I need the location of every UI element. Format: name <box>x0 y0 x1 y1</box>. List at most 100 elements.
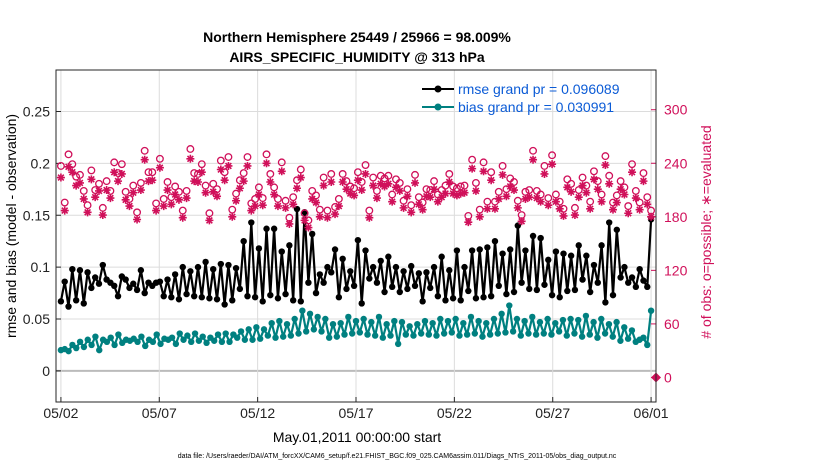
series-2-point-140 <box>590 167 598 176</box>
series-0-point-123 <box>526 285 533 293</box>
series-3-point-123 <box>525 193 534 202</box>
series-0-point-122 <box>522 247 529 254</box>
series-3-point-3 <box>68 168 77 177</box>
series-3-point-62 <box>292 184 301 193</box>
series-0-point-133 <box>564 287 571 295</box>
series-1-point-95 <box>421 317 429 325</box>
series-1-point-123 <box>529 313 536 321</box>
series-3 <box>56 154 656 232</box>
series-0-point-152 <box>636 266 643 273</box>
series-2-point-113 <box>487 168 496 177</box>
series-3-point-140 <box>589 175 598 184</box>
series-0-point-72 <box>331 246 339 253</box>
y-tick-label-2: 0.1 <box>31 259 51 275</box>
series-3-point-65 <box>304 223 313 232</box>
series-1-point-143 <box>605 320 613 328</box>
series-3-point-66 <box>308 194 317 203</box>
series-3-point-57 <box>273 202 282 211</box>
series-0-point-5 <box>76 267 84 274</box>
series-1 <box>57 302 655 355</box>
series-1-point-81 <box>368 318 375 326</box>
series-2-point-86 <box>384 171 393 180</box>
x-axis-label: May.01,2011 00:00:00 start <box>273 429 441 445</box>
series-1-point-73 <box>337 319 344 327</box>
series-0-point-91 <box>404 285 411 293</box>
series-1-point-63 <box>299 307 306 314</box>
series-3-point-21 <box>136 186 145 195</box>
series-1-point-134 <box>571 330 578 337</box>
series-1-point-105 <box>460 319 467 327</box>
series-1-point-126 <box>540 330 547 337</box>
series-3-point-83 <box>372 194 381 203</box>
series-3-point-100 <box>437 193 446 202</box>
series-0-point-27 <box>160 292 167 300</box>
series-3-point-146 <box>612 198 621 207</box>
y-tick-label-1: 0.05 <box>23 311 50 327</box>
series-0-point-77 <box>350 282 358 289</box>
series-0-point-57 <box>274 295 282 302</box>
series-2-point-137 <box>578 173 587 182</box>
series-0-point-79 <box>358 300 365 307</box>
series-1-point-129 <box>552 319 559 327</box>
series-1-point-110 <box>479 333 486 340</box>
series-1-point-83 <box>375 313 383 321</box>
series-1-point-137 <box>582 312 590 320</box>
series-1-point-67 <box>314 313 321 321</box>
series-0-point-142 <box>598 242 605 249</box>
series-1-point-132 <box>563 332 570 339</box>
series-0-point-141 <box>594 279 601 286</box>
series-0-point-19 <box>130 280 137 287</box>
series-2-point-54 <box>262 150 271 159</box>
series-3-point-17 <box>121 195 130 204</box>
series-0-point-104 <box>453 247 461 254</box>
series-3-point-125 <box>532 194 541 203</box>
series-1-point-66 <box>310 326 318 333</box>
series-0-point-124 <box>529 232 537 240</box>
series-1-point-144 <box>609 333 616 340</box>
series-3-point-72 <box>331 210 340 219</box>
series-3-point-127 <box>540 169 549 178</box>
series-0-point-70 <box>324 263 331 271</box>
series-2-point-26 <box>155 154 164 163</box>
series-1-point-94 <box>417 330 425 337</box>
series-3-point-153 <box>639 177 648 186</box>
series-1-point-22 <box>142 342 149 350</box>
series-2-point-16 <box>117 160 126 169</box>
series-3-point-105 <box>456 189 465 198</box>
series-2-point-119 <box>510 178 518 186</box>
series-0-point-65 <box>305 279 312 286</box>
series-3-point-117 <box>502 192 511 201</box>
series-2-point-17 <box>121 187 130 196</box>
series-3-point-52 <box>254 190 263 199</box>
series-1-point-8 <box>88 341 95 349</box>
series-1-point-62 <box>295 330 302 337</box>
x-tick-label-2: 05/12 <box>240 405 275 421</box>
series-1-point-127 <box>544 315 551 323</box>
series-1-point-4 <box>73 344 80 352</box>
series-1-point-24 <box>149 338 157 346</box>
series-3-point-42 <box>216 165 225 174</box>
series-3-point-131 <box>555 204 564 213</box>
series-3-point-71 <box>327 178 336 187</box>
series-0-point-125 <box>533 286 541 294</box>
series-1-point-15 <box>115 331 122 338</box>
series-0-point-37 <box>198 294 205 301</box>
series-2-point-4 <box>72 172 81 181</box>
series-3-point-92 <box>407 208 416 217</box>
series-0-point-35 <box>190 292 198 300</box>
series-0-point-8 <box>88 284 95 292</box>
series-3-point-116 <box>498 170 507 179</box>
series-1-point-99 <box>437 315 444 323</box>
series-0-point-46 <box>232 264 240 272</box>
series-0-point-80 <box>362 247 369 254</box>
y-axis-ticks: 0 0.05 0.1 0.15 0.2 0.25 <box>23 104 61 379</box>
series-1-point-136 <box>578 333 586 340</box>
series-1-point-38 <box>203 339 210 347</box>
series-2-point-44 <box>224 153 233 161</box>
series-3-point-77 <box>350 191 359 200</box>
series-3-point-4 <box>72 181 81 190</box>
series-2-point-42 <box>216 156 225 165</box>
series-0-point-126 <box>537 234 544 242</box>
series-0-point-95 <box>419 298 426 305</box>
series-0-point-63 <box>297 298 304 305</box>
